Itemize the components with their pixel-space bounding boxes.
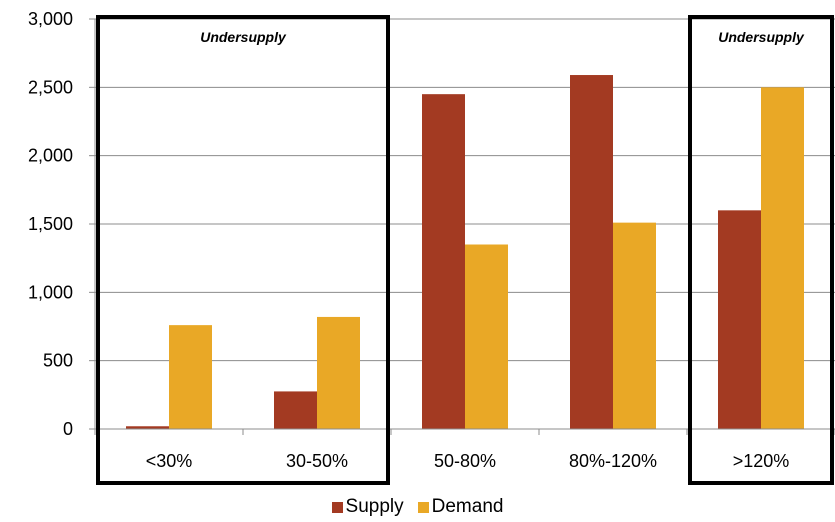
y-tick-label: 2,000 (28, 146, 73, 166)
bar-demand (317, 316, 360, 429)
x-tick-label: >120% (733, 451, 790, 471)
bar-demand (169, 325, 212, 429)
undersupply-box (688, 15, 834, 485)
undersupply-label: Undersupply (200, 29, 287, 45)
legend-item-supply: Supply (331, 496, 404, 518)
y-tick-label: 1,000 (28, 282, 73, 302)
y-tick-label: 3,000 (28, 9, 73, 29)
x-tick-label: 50-80% (434, 451, 496, 471)
y-tick-label: 2,500 (28, 77, 73, 97)
bar-supply (570, 75, 613, 430)
x-axis-labels: <30% 30-50% 50-80% 80%-120% >120% (146, 451, 790, 471)
undersupply-label: Undersupply (718, 29, 805, 45)
bar-demand (613, 222, 656, 429)
x-tick-label: 30-50% (286, 451, 348, 471)
y-axis-ticks: 0 500 1,000 1,500 2,000 2,500 3,000 (28, 9, 96, 439)
bars (126, 75, 804, 430)
legend-label-demand: Demand (431, 496, 504, 517)
legend: Supply Demand (0, 496, 835, 518)
bar-supply (126, 426, 169, 429)
bar-demand (465, 244, 508, 429)
x-axis (94, 428, 835, 435)
undersupply-boxes: Undersupply Undersupply (96, 15, 834, 485)
legend-swatch-demand (417, 501, 429, 513)
bar-supply (718, 210, 761, 429)
bar-supply (274, 391, 317, 429)
legend-swatch-supply (331, 501, 343, 513)
legend-item-demand: Demand (417, 496, 504, 518)
y-tick-label: 500 (43, 351, 73, 371)
undersupply-box (96, 15, 390, 485)
bar-supply (422, 94, 465, 430)
x-tick-label: 80%-120% (569, 451, 657, 471)
y-tick-label: 1,500 (28, 214, 73, 234)
x-tick-label: <30% (146, 451, 193, 471)
y-tick-label: 0 (63, 419, 73, 439)
bar-demand (761, 87, 804, 429)
legend-label-supply: Supply (345, 496, 404, 517)
